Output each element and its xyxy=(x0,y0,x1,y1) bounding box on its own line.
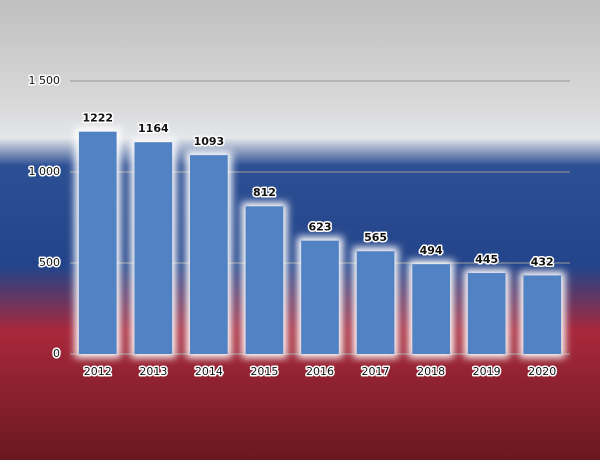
x-tick-label: 2018 xyxy=(417,365,445,378)
data-label: 1093 xyxy=(194,135,225,148)
data-label: 623 xyxy=(309,221,332,234)
data-label: 445 xyxy=(475,253,498,266)
x-tick-label: 2020 xyxy=(528,365,556,378)
x-tick-label: 2013 xyxy=(139,365,167,378)
data-label: 1164 xyxy=(138,122,169,135)
bar xyxy=(78,131,117,354)
y-tick-label: 1 000 xyxy=(29,165,61,178)
bar xyxy=(134,142,173,354)
x-tick-label: 2016 xyxy=(306,365,334,378)
x-tick-label: 2012 xyxy=(84,365,112,378)
x-tick-label: 2019 xyxy=(473,365,501,378)
bar xyxy=(301,240,339,354)
x-tick-label: 2014 xyxy=(195,365,223,378)
bar xyxy=(245,206,284,354)
y-tick-label: 500 xyxy=(39,256,60,269)
data-label: 565 xyxy=(364,231,387,244)
y-tick-label: 0 xyxy=(53,347,60,360)
x-tick-label: 2017 xyxy=(362,365,390,378)
bar xyxy=(356,251,395,354)
data-label: 812 xyxy=(253,186,276,199)
plot-area: 0 500 1 000 1 500 1222 2012 1164 2013 1093 2014 81… xyxy=(27,73,570,380)
bar xyxy=(523,275,562,354)
data-label: 494 xyxy=(420,244,443,257)
data-label: 1222 xyxy=(82,112,113,125)
x-tick-label: 2015 xyxy=(250,365,278,378)
bar xyxy=(412,264,450,354)
bar xyxy=(467,273,506,354)
y-tick-label: 1 500 xyxy=(29,74,61,87)
bar xyxy=(190,155,228,354)
data-label: 432 xyxy=(531,255,554,268)
